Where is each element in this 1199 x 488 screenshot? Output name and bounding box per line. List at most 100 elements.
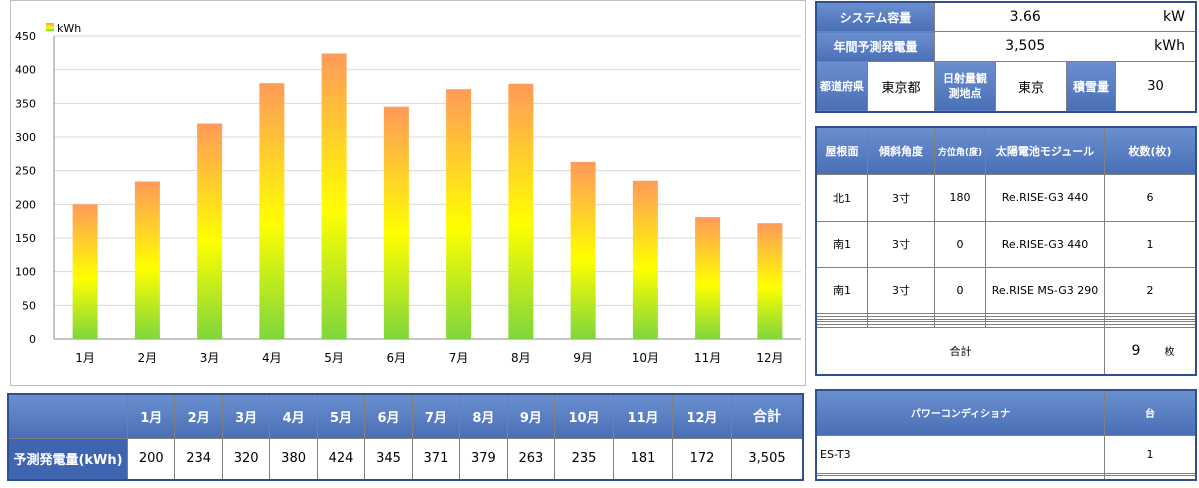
chart-panel: 0 50 100 150 200 250 300 350 400 450 1月 2月 3月 4月 5月 6月 7… [10, 0, 806, 386]
site-label-text: 日射量観測地点 [943, 72, 987, 101]
x-tick-label: 4月 [262, 351, 282, 365]
roof-cell: 南1 [815, 220, 868, 268]
roof-cell: 0 [934, 266, 986, 315]
month-header: 4月 [269, 393, 318, 439]
month-value: 379 [459, 437, 508, 481]
month-value: 200 [126, 437, 176, 481]
roof-row: 北1 3寸 180 Re.RISE-G3 440 6 [815, 174, 1197, 222]
y-tick-label: 350 [15, 97, 36, 110]
monthly-generation-table: 1月 2月 3月 4月 5月 6月 7月 8月 9月 10月 11月 12月 合計 予測発電量(kWh)… [7, 393, 804, 481]
pc-cell [815, 475, 1105, 481]
month-header: 2月 [174, 393, 223, 439]
month-header: 9月 [506, 393, 556, 439]
roof-cell: Re.RISE-G3 440 [985, 220, 1105, 268]
month-value: 371 [411, 437, 461, 481]
roof-header-cell: 屋根面 [815, 126, 868, 176]
pc-cell: ES-T3 [815, 434, 1105, 474]
y-tick-label: 0 [29, 333, 36, 346]
bar [632, 180, 658, 339]
bar [72, 204, 98, 339]
capacity-label: システム容量 [815, 1, 935, 33]
pref-label: 都道府県 [815, 60, 868, 113]
bar [197, 123, 223, 340]
month-value: 424 [316, 437, 366, 481]
roof-header-cell: 太陽電池モジュール [985, 126, 1105, 176]
legend-label: kWh [57, 22, 81, 35]
snow-value: 30 [1115, 60, 1197, 113]
x-tick-label: 12月 [756, 351, 783, 365]
roof-cell: 2 [1104, 266, 1197, 315]
pc-cell [1104, 475, 1197, 481]
capacity-unit: kW [1115, 1, 1197, 33]
system-info-table: システム容量 3.66 kW 年間予測発電量 3,505 kWh 都道府県 東京… [815, 1, 1197, 113]
legend-swatch [46, 23, 54, 31]
roof-header-cell: 枚数(枚) [1104, 126, 1197, 176]
x-tick-label: 11月 [694, 351, 721, 365]
month-header: 8月 [459, 393, 508, 439]
roof-header-cell: 方位角(度) [934, 126, 986, 176]
roof-row: 南1 3寸 0 Re.RISE-G3 440 1 [815, 220, 1197, 268]
pc-row: ES-T3 1 [815, 434, 1197, 474]
roof-cell: 3寸 [867, 174, 935, 222]
total-header: 合計 [731, 393, 804, 439]
y-tick-label: 100 [15, 266, 36, 279]
x-tick-label: 1月 [75, 351, 95, 365]
x-tick-label: 8月 [511, 351, 531, 365]
month-value: 345 [364, 437, 413, 481]
annual-unit: kWh [1115, 31, 1197, 62]
pc-header-row: パワーコンディショナ台 [815, 389, 1197, 436]
site-label: 日射量観測地点 [934, 60, 996, 113]
site-value: 東京 [995, 60, 1067, 113]
roof-cell: 3寸 [867, 220, 935, 268]
month-value: 320 [221, 437, 271, 481]
y-tick-label: 250 [15, 165, 36, 178]
bar [508, 83, 534, 339]
month-header: 7月 [411, 393, 461, 439]
month-value: 181 [613, 437, 673, 481]
roof-cell: 3寸 [867, 266, 935, 315]
pc-header-cell: パワーコンディショナ [815, 389, 1105, 436]
x-tick-label: 2月 [138, 351, 158, 365]
month-header: 6月 [364, 393, 413, 439]
corner-cell [7, 393, 128, 439]
bar [446, 89, 472, 340]
bar [757, 223, 783, 339]
bar [570, 161, 596, 339]
month-value: 263 [506, 437, 556, 481]
y-tick-label: 200 [15, 198, 36, 211]
roof-cell: 南1 [815, 266, 868, 315]
roof-header-cell: 傾斜角度 [867, 126, 935, 176]
roof-cell: 6 [1104, 174, 1197, 222]
month-header: 1月 [126, 393, 176, 439]
roof-total-label: 合計 [815, 326, 1105, 376]
monthly-value-row: 予測発電量(kWh) 200 234 320 380 424 345 371 379 263 23… [7, 437, 804, 481]
month-value: 234 [174, 437, 223, 481]
month-value: 172 [671, 437, 733, 481]
roof-header-row: 屋根面 傾斜角度 方位角(度) 太陽電池モジュール 枚数(枚) [815, 126, 1197, 176]
bar [321, 53, 347, 340]
month-header: 3月 [221, 393, 271, 439]
pc-cell: 1 [1104, 434, 1197, 474]
x-tick-label: 10月 [632, 351, 659, 365]
annual-value: 3,505 [934, 31, 1116, 62]
roof-total-row: 合計 9 枚 [815, 326, 1197, 376]
pc-header-cell: 台 [1104, 389, 1197, 436]
total-value: 3,505 [731, 437, 804, 481]
roof-module-table: 屋根面 傾斜角度 方位角(度) 太陽電池モジュール 枚数(枚) 北1 3寸 180 Re.RI… [815, 126, 1197, 376]
roof-cell: 1 [1104, 220, 1197, 268]
roof-total-cell: 9 枚 [1104, 326, 1197, 376]
y-tick-label: 400 [15, 64, 36, 77]
bar [134, 181, 160, 339]
month-header: 5月 [316, 393, 366, 439]
power-conditioner-table: パワーコンディショナ台 ES-T3 1 [815, 389, 1197, 481]
x-tick-label: 5月 [324, 351, 344, 365]
month-value: 235 [554, 437, 615, 481]
bar [695, 217, 721, 339]
bar [259, 83, 285, 339]
month-header: 12月 [671, 393, 733, 439]
roof-total-value: 9 [1131, 342, 1141, 359]
y-tick-label: 150 [15, 232, 36, 245]
y-tick-label: 450 [15, 30, 36, 43]
y-tick-label: 50 [22, 299, 36, 312]
pc-row [815, 475, 1197, 481]
